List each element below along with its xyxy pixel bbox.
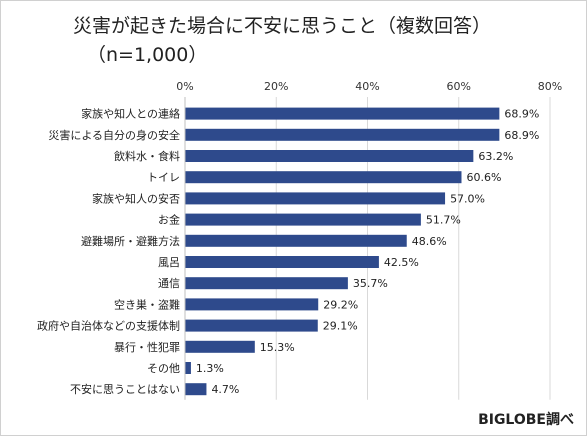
bar: [185, 128, 500, 141]
chart-subtitle: （n=1,000）: [87, 44, 208, 66]
category-label: 風呂: [158, 256, 180, 269]
bar: [185, 383, 207, 396]
category-label: 家族や知人の安否: [92, 191, 180, 205]
data-label: 4.7%: [211, 383, 239, 396]
bar: [185, 340, 255, 353]
x-tick-label: 80%: [538, 80, 562, 93]
data-label: 29.1%: [323, 320, 358, 333]
category-label: 空き巣・盗難: [114, 297, 180, 311]
category-label: 暴行・性犯罪: [114, 340, 180, 354]
bar: [185, 319, 318, 332]
x-tick-label: 60%: [447, 80, 471, 93]
category-label: お金: [158, 213, 180, 227]
data-label: 68.9%: [504, 108, 539, 121]
data-label: 57.0%: [450, 192, 485, 205]
category-label: 家族や知人との連絡: [81, 107, 180, 121]
data-label: 51.7%: [426, 214, 461, 227]
bar: [185, 362, 191, 374]
category-label: 政府や自治体などの支援体制: [37, 319, 180, 333]
category-label: 災害による自分の身の安全: [48, 128, 180, 142]
data-label: 1.3%: [196, 362, 224, 375]
bar: [185, 192, 446, 205]
data-label: 63.2%: [478, 150, 513, 163]
category-label: 通信: [158, 277, 180, 290]
bar: [185, 171, 462, 184]
category-label: 不安に思うことはない: [70, 382, 180, 396]
category-label: 避難場所・避難方法: [81, 234, 180, 248]
source-credit: BIGLOBE調べ: [478, 412, 574, 428]
category-label: トイレ: [147, 171, 180, 184]
data-label: 42.5%: [384, 256, 419, 269]
bar: [185, 234, 407, 247]
bar: [185, 107, 500, 120]
x-tick-label: 40%: [355, 80, 379, 93]
bar: [185, 213, 421, 226]
bar: [185, 298, 319, 311]
category-label: その他: [147, 362, 180, 375]
data-label: 29.2%: [323, 298, 358, 311]
category-label: 飲料水・食料: [114, 149, 180, 163]
x-tick-label: 20%: [264, 80, 288, 93]
data-label: 15.3%: [260, 341, 295, 354]
chart-title: 災害が起きた場合に不安に思うこと（複数回答）: [73, 15, 492, 37]
bar: [185, 256, 379, 268]
data-label: 68.9%: [504, 129, 539, 142]
data-label: 48.6%: [412, 235, 447, 248]
data-label: 35.7%: [353, 277, 388, 290]
x-tick-label: 0%: [176, 80, 193, 93]
bar: [185, 277, 348, 290]
data-label: 60.6%: [466, 171, 501, 184]
bar: [185, 150, 474, 162]
